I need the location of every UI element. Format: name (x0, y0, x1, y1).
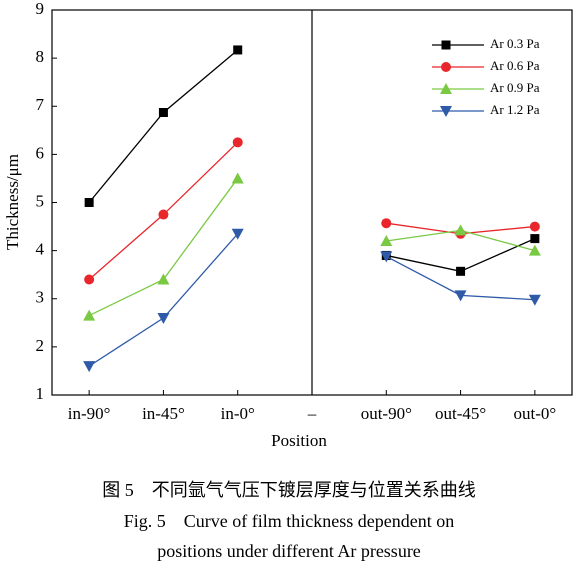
legend-marker (441, 62, 451, 72)
legend-label: Ar 0.6 Pa (490, 58, 540, 73)
marker (233, 45, 243, 55)
y-axis-label: Thickness/μm (3, 154, 22, 250)
y-tick-label: 9 (36, 0, 45, 18)
x-tick-label: in-90° (68, 404, 111, 423)
marker (84, 198, 94, 207)
marker (157, 313, 170, 324)
y-tick-label: 5 (36, 191, 45, 210)
x-tick-label: – (307, 404, 317, 423)
marker (232, 137, 243, 148)
marker (158, 209, 169, 220)
caption: Fig. 5 Curve of film thickness dependent… (124, 511, 454, 531)
marker (528, 244, 541, 256)
y-tick-label: 4 (36, 240, 45, 259)
marker (528, 294, 541, 306)
x-tick-label: out-90° (361, 404, 412, 423)
marker (380, 235, 393, 246)
marker (158, 108, 168, 118)
marker (454, 290, 467, 302)
marker (83, 309, 96, 321)
marker (529, 221, 540, 232)
marker (83, 361, 96, 373)
marker (381, 218, 392, 229)
x-tick-label: in-45° (142, 404, 185, 423)
y-tick-label: 1 (36, 384, 45, 403)
y-tick-label: 3 (36, 288, 45, 307)
legend-marker (440, 106, 452, 117)
legend-marker (440, 83, 452, 94)
marker (84, 274, 95, 285)
marker (454, 224, 467, 236)
y-tick-label: 2 (36, 336, 45, 355)
caption: 图 5 不同氩气气压下镀层厚度与位置关系曲线 (102, 480, 476, 500)
x-axis-label: Position (271, 431, 327, 450)
x-tick-label: in-0° (221, 404, 255, 423)
marker (530, 234, 540, 244)
legend-label: Ar 0.9 Pa (490, 80, 540, 95)
y-tick-label: 7 (36, 95, 45, 114)
y-tick-label: 8 (36, 47, 45, 66)
legend-label: Ar 0.3 Pa (490, 36, 540, 51)
legend-label: Ar 1.2 Pa (490, 102, 540, 117)
marker (456, 266, 466, 276)
marker (231, 228, 244, 240)
marker (157, 273, 170, 285)
x-tick-label: out-0° (514, 404, 557, 423)
marker (380, 251, 393, 263)
caption: positions under different Ar pressure (157, 541, 421, 561)
marker (231, 172, 244, 184)
y-tick-label: 6 (36, 143, 45, 162)
x-tick-label: out-45° (435, 404, 486, 423)
legend-marker (441, 40, 451, 50)
